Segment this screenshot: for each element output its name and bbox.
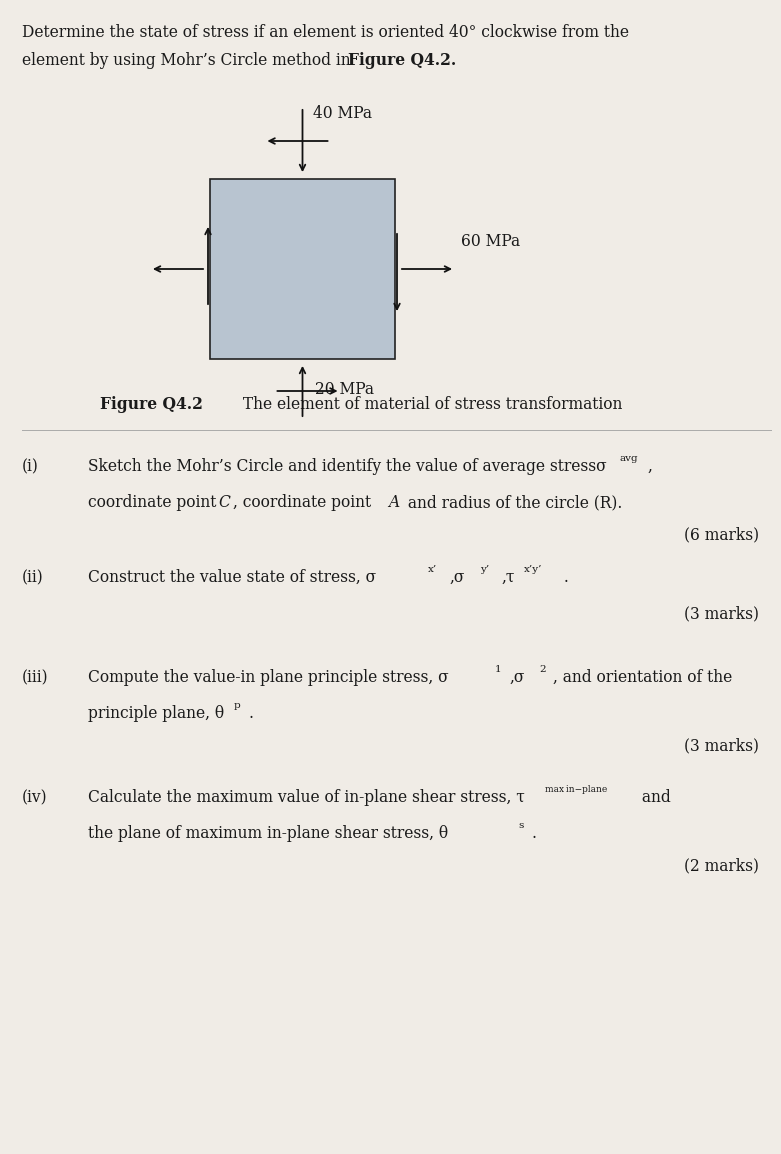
Text: (3 marks): (3 marks) <box>684 605 759 622</box>
Text: Compute the value-in plane principle stress, σ: Compute the value-in plane principle str… <box>88 669 448 685</box>
Text: Figure Q4.2: Figure Q4.2 <box>100 396 203 413</box>
Text: .: . <box>559 569 569 586</box>
Text: (iii): (iii) <box>22 669 48 685</box>
Text: 1: 1 <box>495 665 501 674</box>
Text: C: C <box>218 494 230 511</box>
Text: Sketch the Mohr’s Circle and identify the value of average stressσ: Sketch the Mohr’s Circle and identify th… <box>88 458 607 475</box>
Text: x’y’: x’y’ <box>524 565 543 574</box>
Text: (i): (i) <box>22 458 39 475</box>
Text: coordinate point: coordinate point <box>88 494 221 511</box>
Text: 40 MPa: 40 MPa <box>312 105 372 122</box>
Text: (2 marks): (2 marks) <box>684 857 759 874</box>
Text: x’: x’ <box>428 565 437 574</box>
Text: (iv): (iv) <box>22 789 48 805</box>
Text: 60 MPa: 60 MPa <box>461 232 520 249</box>
Text: p: p <box>234 700 241 710</box>
Text: A: A <box>388 494 399 511</box>
Text: y’: y’ <box>480 565 489 574</box>
Text: , and orientation of the: , and orientation of the <box>553 669 733 685</box>
Text: (ii): (ii) <box>22 569 44 586</box>
Text: 2: 2 <box>539 665 546 674</box>
Text: max in−plane: max in−plane <box>545 785 608 794</box>
Text: , coordinate point: , coordinate point <box>233 494 376 511</box>
Text: The element of material of stress transformation: The element of material of stress transf… <box>238 396 622 413</box>
Bar <box>210 179 395 359</box>
Text: (3 marks): (3 marks) <box>684 737 759 754</box>
Text: Construct the value state of stress, σ: Construct the value state of stress, σ <box>88 569 376 586</box>
Text: .: . <box>532 825 537 842</box>
Text: and radius of the circle (R).: and radius of the circle (R). <box>403 494 622 511</box>
Text: element by using Mohr’s Circle method in: element by using Mohr’s Circle method in <box>22 52 355 69</box>
Text: ,τ: ,τ <box>502 569 515 586</box>
Text: and: and <box>637 789 671 805</box>
Text: s: s <box>518 820 523 830</box>
Text: 20 MPa: 20 MPa <box>315 381 373 397</box>
Text: .: . <box>248 705 253 722</box>
Text: ,: , <box>647 458 652 475</box>
Text: ,σ: ,σ <box>450 569 465 586</box>
Text: (6 marks): (6 marks) <box>684 526 759 544</box>
Text: Determine the state of stress if an element is oriented 40° clockwise from the: Determine the state of stress if an elem… <box>22 24 629 42</box>
Text: principle plane, θ: principle plane, θ <box>88 705 224 722</box>
Text: ,σ: ,σ <box>509 669 524 685</box>
Text: avg: avg <box>620 454 639 463</box>
Text: the plane of maximum in-plane shear stress, θ: the plane of maximum in-plane shear stre… <box>88 825 448 842</box>
Text: Figure Q4.2.: Figure Q4.2. <box>348 52 456 69</box>
Text: Calculate the maximum value of in-plane shear stress, τ: Calculate the maximum value of in-plane … <box>88 789 525 805</box>
